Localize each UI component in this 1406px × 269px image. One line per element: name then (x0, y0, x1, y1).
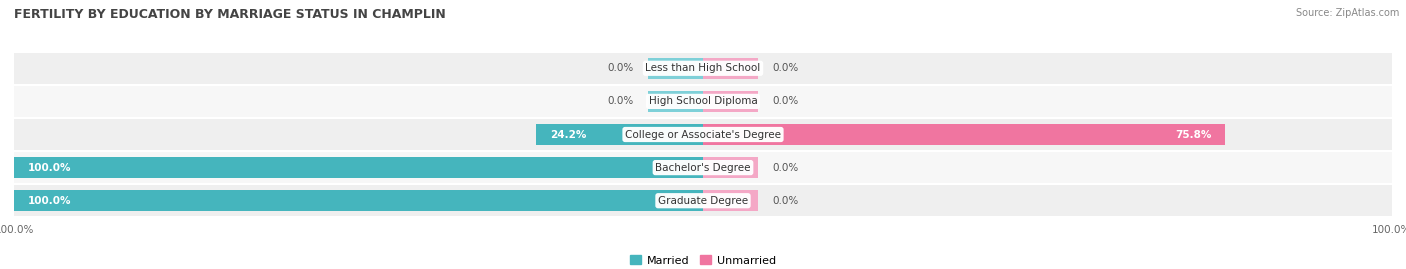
Text: 0.0%: 0.0% (772, 196, 799, 206)
Text: College or Associate's Degree: College or Associate's Degree (626, 129, 780, 140)
Bar (703, 157, 758, 178)
Text: Source: ZipAtlas.com: Source: ZipAtlas.com (1295, 8, 1399, 18)
Bar (14, 157, 703, 178)
Text: 0.0%: 0.0% (772, 63, 799, 73)
Text: 100.0%: 100.0% (28, 196, 72, 206)
Bar (703, 58, 758, 79)
Bar (14, 186, 1392, 216)
Bar (648, 91, 703, 112)
Legend: Married, Unmarried: Married, Unmarried (626, 251, 780, 269)
Bar (14, 53, 1392, 83)
Bar (14, 152, 1392, 183)
Text: FERTILITY BY EDUCATION BY MARRIAGE STATUS IN CHAMPLIN: FERTILITY BY EDUCATION BY MARRIAGE STATU… (14, 8, 446, 21)
Text: 0.0%: 0.0% (772, 162, 799, 173)
Bar (14, 190, 703, 211)
Text: Bachelor's Degree: Bachelor's Degree (655, 162, 751, 173)
Text: 24.2%: 24.2% (550, 129, 586, 140)
Text: 0.0%: 0.0% (607, 63, 634, 73)
Text: 0.0%: 0.0% (607, 96, 634, 107)
Bar (703, 190, 758, 211)
Text: Less than High School: Less than High School (645, 63, 761, 73)
Bar (703, 91, 758, 112)
Text: 100.0%: 100.0% (28, 162, 72, 173)
Bar (536, 124, 703, 145)
Text: 0.0%: 0.0% (772, 96, 799, 107)
Bar (14, 119, 1392, 150)
Text: High School Diploma: High School Diploma (648, 96, 758, 107)
Bar (14, 86, 1392, 117)
Text: 75.8%: 75.8% (1175, 129, 1212, 140)
Text: Graduate Degree: Graduate Degree (658, 196, 748, 206)
Bar (703, 124, 1225, 145)
Bar (648, 58, 703, 79)
